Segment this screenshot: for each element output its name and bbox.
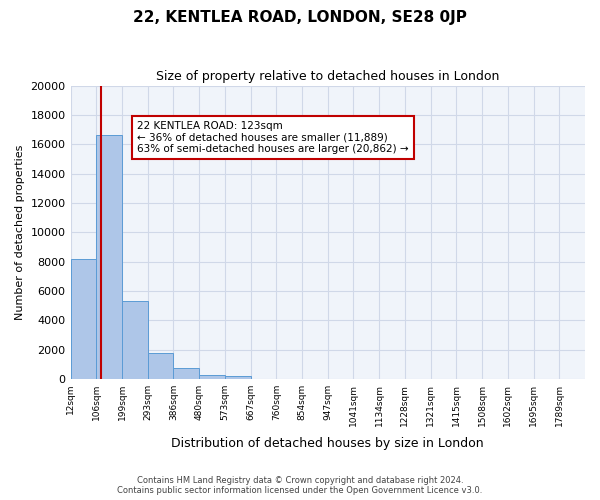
Text: Contains HM Land Registry data © Crown copyright and database right 2024.
Contai: Contains HM Land Registry data © Crown c… xyxy=(118,476,482,495)
Bar xyxy=(96,136,122,379)
Bar xyxy=(71,258,96,379)
Bar xyxy=(225,376,251,379)
Title: Size of property relative to detached houses in London: Size of property relative to detached ho… xyxy=(156,70,499,83)
Bar xyxy=(122,301,148,379)
Bar xyxy=(148,353,173,379)
Text: 22 KENTLEA ROAD: 123sqm
← 36% of detached houses are smaller (11,889)
63% of sem: 22 KENTLEA ROAD: 123sqm ← 36% of detache… xyxy=(137,121,409,154)
Bar xyxy=(199,374,225,379)
Y-axis label: Number of detached properties: Number of detached properties xyxy=(15,144,25,320)
Text: 22, KENTLEA ROAD, LONDON, SE28 0JP: 22, KENTLEA ROAD, LONDON, SE28 0JP xyxy=(133,10,467,25)
Bar xyxy=(173,368,199,379)
X-axis label: Distribution of detached houses by size in London: Distribution of detached houses by size … xyxy=(172,437,484,450)
